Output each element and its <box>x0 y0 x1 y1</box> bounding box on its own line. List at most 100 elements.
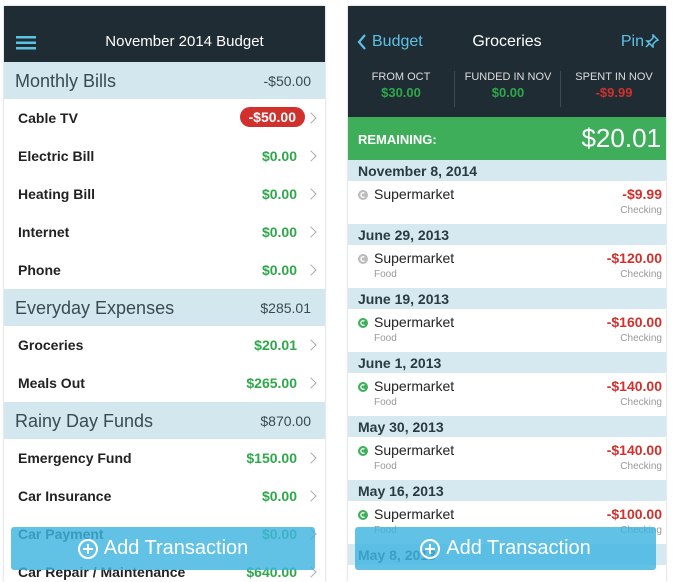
item-name: Electric Bill <box>18 148 95 164</box>
payee: Supermarket <box>374 186 455 202</box>
item-name: Internet <box>18 224 70 240</box>
budget-row[interactable]: Phone $0.00 <box>4 251 325 290</box>
date-header: June 19, 2013 <box>348 288 666 309</box>
remaining-value: $20.01 <box>581 123 661 153</box>
cleared-icon[interactable] <box>358 190 368 200</box>
amount: -$9.99 <box>622 186 662 202</box>
payee: Supermarket <box>374 506 455 522</box>
category: Food <box>374 461 397 472</box>
pin-icon[interactable] <box>645 34 659 48</box>
item-name: Meals Out <box>18 375 85 391</box>
cleared-icon[interactable] <box>358 254 368 264</box>
back-icon[interactable] <box>357 34 367 50</box>
item-name: Phone <box>18 262 61 278</box>
date: May 16, 2013 <box>358 483 444 499</box>
pin-button[interactable]: Pin <box>620 33 644 50</box>
stat-value: $30.00 <box>381 85 421 100</box>
date: June 19, 2013 <box>358 291 450 307</box>
amount: -$120.00 <box>606 250 662 266</box>
back-button[interactable]: Budget <box>372 33 423 50</box>
category: Food <box>374 333 397 344</box>
section-name: Rainy Day Funds <box>15 411 154 431</box>
budget-row[interactable]: Internet $0.00 <box>4 213 325 252</box>
amount: -$140.00 <box>606 378 662 394</box>
budget-row[interactable]: Emergency Fund $150.00 <box>4 439 325 478</box>
date: November 8, 2014 <box>358 163 478 179</box>
menu-icon[interactable] <box>16 36 36 50</box>
section-total: $870.00 <box>260 413 311 429</box>
payee: Supermarket <box>374 314 455 330</box>
add-transaction-button[interactable]: Add Transaction <box>355 527 656 570</box>
chevron <box>305 112 317 124</box>
account: Checking <box>620 333 662 344</box>
budget-row[interactable]: Groceries $20.01 <box>4 326 325 365</box>
section-total: -$50.00 <box>263 73 311 89</box>
item-name: Heating Bill <box>18 186 96 202</box>
stat: FROM OCT $30.00 <box>348 71 454 107</box>
stat: FUNDED IN NOV $0.00 <box>454 71 561 107</box>
payee: Supermarket <box>374 250 455 266</box>
item-amount: $265.00 <box>246 375 297 391</box>
button-label: Add Transaction <box>103 537 249 559</box>
date-header: June 1, 2013 <box>348 352 666 373</box>
transaction-row[interactable]: Supermarket Food -$140.00 Checking <box>348 373 666 417</box>
budget-row[interactable]: Heating Bill $0.00 <box>4 175 325 214</box>
cleared-icon[interactable] <box>358 446 368 456</box>
category-panel: Budget Groceries Pin FROM OCT $30.00 FUNDE… <box>348 6 666 582</box>
stat-label: FROM OCT <box>371 71 431 83</box>
remaining-bar: REMAINING: $20.01 <box>348 117 666 160</box>
amount: -$100.00 <box>606 506 662 522</box>
category: Food <box>374 269 397 280</box>
stat-label: FUNDED IN NOV <box>464 71 552 83</box>
button-label: Add Transaction <box>446 537 591 559</box>
cleared-icon[interactable] <box>358 510 368 520</box>
item-amount: $0.00 <box>261 224 297 240</box>
add-transaction-button[interactable]: Add Transaction <box>11 527 315 570</box>
category: Food <box>374 397 397 408</box>
item-name: Cable TV <box>18 110 78 126</box>
budget-row[interactable]: Cable TV -$50.00 <box>4 99 325 138</box>
item-name: Emergency Fund <box>18 450 132 466</box>
item-amount: $0.00 <box>261 148 297 164</box>
section-header: Monthly Bills -$50.00 <box>4 62 325 99</box>
item-name: Car Insurance <box>18 488 112 504</box>
amount: -$140.00 <box>606 442 662 458</box>
title: Groceries <box>472 33 542 50</box>
transaction-row[interactable]: Supermarket Food -$160.00 Checking <box>348 309 666 353</box>
amount: -$160.00 <box>606 314 662 330</box>
budget-row[interactable]: Electric Bill $0.00 <box>4 137 325 176</box>
payee: Supermarket <box>374 378 455 394</box>
budget-row[interactable]: Car Insurance $0.00 <box>4 477 325 516</box>
section-name: Monthly Bills <box>15 71 117 91</box>
budget-panel: November 2014 Budget Monthly Bills -$50.0… <box>4 6 325 582</box>
stats-bar: FROM OCT $30.00 FUNDED IN NOV $0.00 SPENT IN… <box>348 62 666 117</box>
payee: Supermarket <box>374 442 455 458</box>
transaction-row[interactable]: Supermarket Food -$120.00 Checking <box>348 245 666 289</box>
item-amount: $20.01 <box>254 337 297 353</box>
date: June 29, 2013 <box>358 227 450 243</box>
chevron <box>305 377 317 389</box>
cleared-icon[interactable] <box>358 318 368 328</box>
date-header: June 29, 2013 <box>348 224 666 245</box>
header: Budget Groceries Pin <box>348 6 666 62</box>
stat: SPENT IN NOV -$9.99 <box>560 71 666 107</box>
item-amount: $0.00 <box>261 488 297 504</box>
chevron <box>305 490 317 502</box>
chevron <box>305 339 317 351</box>
plus-icon <box>77 538 98 559</box>
transaction-row[interactable]: Supermarket -$9.99 Checking <box>348 181 666 225</box>
section-total: $285.01 <box>260 300 311 316</box>
section-header: Rainy Day Funds $870.00 <box>4 402 325 439</box>
transaction-row[interactable]: Supermarket Food -$140.00 Checking <box>348 437 666 481</box>
account: Checking <box>620 397 662 408</box>
chevron <box>305 188 317 200</box>
account: Checking <box>620 269 662 280</box>
item-amount: $150.00 <box>246 450 297 466</box>
budget-row[interactable]: Meals Out $265.00 <box>4 364 325 403</box>
amount-badge: -$50.00 <box>239 107 305 127</box>
section-name: Everyday Expenses <box>15 298 175 318</box>
header: November 2014 Budget <box>4 6 325 62</box>
item-amount: $0.00 <box>261 186 297 202</box>
cleared-icon[interactable] <box>358 382 368 392</box>
